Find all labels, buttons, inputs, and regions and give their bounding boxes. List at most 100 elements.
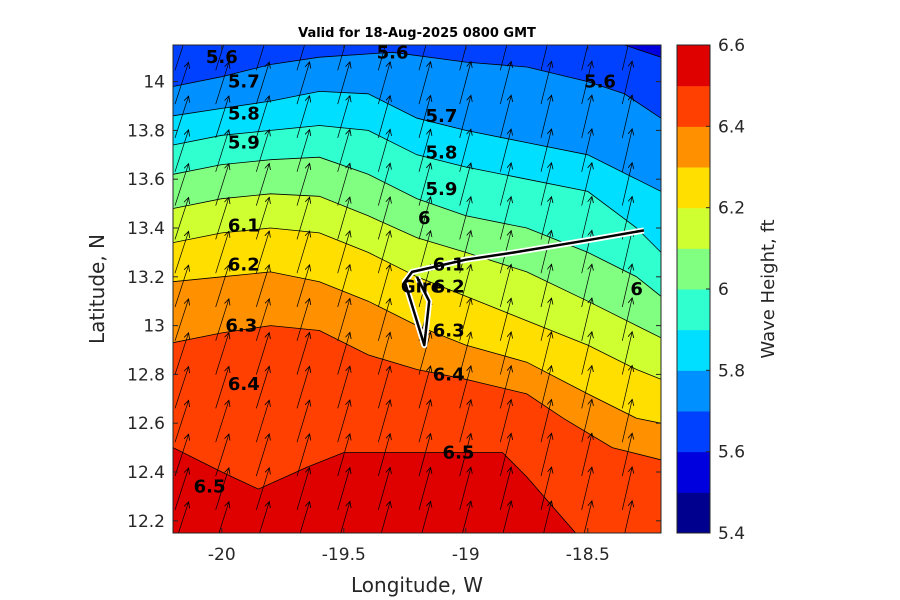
wind-arrow — [215, 96, 229, 139]
colorbar-segment — [677, 451, 710, 493]
contour-label: 5.6 — [584, 72, 616, 93]
wind-arrow — [255, 434, 269, 477]
wind-arrow — [296, 197, 310, 240]
wind-arrow — [296, 434, 310, 477]
wind-arrow — [621, 298, 632, 341]
wind-arrow — [540, 129, 552, 172]
wind-arrow — [459, 197, 471, 240]
wind-arrow — [499, 298, 511, 341]
wind-arrow — [215, 164, 229, 206]
wind-arrow — [418, 467, 431, 510]
wind-arrow — [296, 45, 305, 71]
wind-arrow — [621, 230, 632, 274]
wind-arrow — [377, 129, 390, 172]
contour-label: 5.7 — [425, 106, 457, 127]
wind-arrow — [540, 61, 552, 105]
wind-arrow — [502, 501, 511, 533]
wind-arrow — [215, 299, 229, 341]
wind-arrow — [255, 265, 269, 308]
wind-arrow — [581, 298, 592, 341]
wind-arrow — [418, 231, 431, 274]
y-tick-label: 13.8 — [127, 121, 165, 141]
wind-arrow — [663, 196, 673, 239]
y-tick-label: 14 — [143, 73, 165, 93]
wind-arrow — [663, 501, 673, 544]
colorbar-tick-label: 6.6 — [718, 36, 745, 56]
wind-arrow — [255, 45, 265, 71]
wind-arrow — [581, 45, 589, 71]
wind-arrow — [581, 129, 592, 172]
colorbar-tick-label: 5.4 — [718, 524, 745, 544]
y-tick-label: 13 — [143, 317, 165, 337]
wind-arrow — [174, 468, 189, 511]
wind-arrow — [259, 502, 269, 533]
wind-arrow — [459, 332, 471, 375]
wind-arrow — [174, 400, 189, 443]
wind-arrow — [337, 400, 350, 443]
wind-arrow — [459, 467, 471, 510]
y-axis-ticks: 12.2 12.4 12.6 12.8 13 13.2 13.4 13.6 13.8 14 — [127, 73, 661, 532]
wind-arrow — [540, 95, 552, 138]
wind-arrow — [337, 62, 350, 105]
wind-arrow — [581, 332, 592, 375]
wind-arrow — [663, 298, 673, 341]
wind-arrow — [499, 332, 511, 375]
contour-label: 6.1 — [228, 216, 260, 237]
wind-arrow — [624, 501, 632, 533]
wind-arrow — [174, 299, 189, 341]
contour-label: 6.4 — [433, 364, 465, 385]
contour-label: 6.5 — [443, 443, 475, 464]
contour-label: 6.3 — [225, 316, 257, 337]
colorbar-segment — [677, 126, 710, 168]
wind-arrow — [377, 45, 386, 71]
wind-arrow — [663, 27, 673, 70]
wind-arrow — [621, 264, 632, 308]
colorbar-label: Wave Height, ft — [758, 219, 779, 358]
contour-label: 6.3 — [433, 321, 465, 342]
wind-arrow — [215, 367, 229, 409]
contour-line-5.6 — [173, 45, 661, 58]
contour-label: 6.1 — [433, 255, 465, 276]
wind-arrow — [215, 468, 229, 511]
colorbar-tick-label: 5.8 — [718, 361, 745, 381]
chart-title: Valid for 18-Aug-2025 0800 GMT — [298, 26, 536, 41]
wind-arrow — [377, 163, 390, 206]
y-axis-label: Latitude, N — [85, 234, 109, 344]
wind-arrow — [499, 95, 511, 138]
wind-arrow — [337, 130, 350, 172]
wind-arrow — [215, 231, 229, 274]
wind-arrow — [377, 332, 390, 375]
wind-arrow — [418, 163, 431, 206]
wind-arrow — [418, 62, 431, 105]
wind-arrow — [174, 62, 189, 105]
colorbar-segment — [677, 45, 710, 87]
wind-arrow — [459, 62, 471, 105]
wind-arrow — [296, 130, 310, 172]
colorbar-segment — [677, 289, 710, 331]
wind-arrow — [621, 163, 632, 206]
wind-arrow — [540, 400, 552, 443]
colorbar-tick-label: 6.4 — [718, 117, 745, 137]
wind-arrow — [377, 400, 390, 443]
wind-arrow — [540, 467, 552, 510]
wind-arrow — [418, 197, 431, 240]
wind-arrow — [337, 299, 350, 341]
wind-arrow — [337, 265, 350, 308]
wind-arrow — [663, 95, 673, 138]
wind-arrow — [215, 400, 229, 443]
x-tick-label: -20 — [208, 545, 236, 565]
wind-arrow — [499, 433, 511, 477]
wind-arrow — [540, 197, 552, 240]
wind-arrow — [663, 264, 673, 307]
wind-arrow — [499, 45, 508, 71]
wind-arrow — [583, 501, 592, 533]
wind-arrow — [663, 467, 673, 510]
contour-label: 5.8 — [425, 142, 457, 163]
wind-arrow — [459, 400, 471, 443]
wind-arrow — [540, 163, 552, 206]
wind-arrow — [255, 62, 269, 105]
wind-arrow — [462, 501, 471, 533]
wind-arrow — [296, 333, 310, 375]
wind-arrow — [255, 299, 269, 341]
wind-arrow — [581, 163, 592, 206]
